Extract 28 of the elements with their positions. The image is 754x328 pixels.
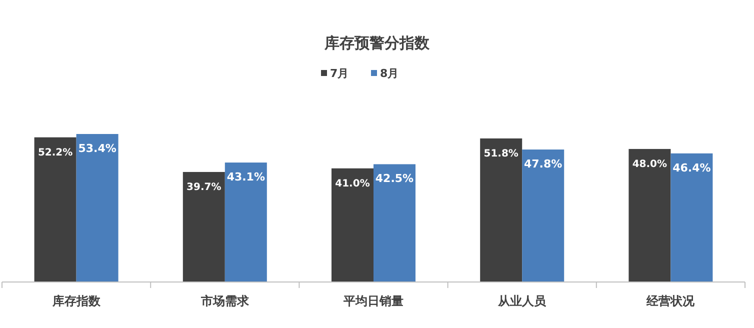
bar bbox=[374, 164, 416, 282]
x-tick-label: 市场需求 bbox=[200, 294, 250, 308]
data-label: 42.5% bbox=[375, 172, 414, 186]
data-label: 48.0% bbox=[632, 158, 668, 170]
bar bbox=[224, 162, 267, 282]
data-label: 41.0% bbox=[335, 178, 370, 190]
data-label: 47.8% bbox=[524, 158, 562, 171]
legend-label: 8月 bbox=[380, 67, 399, 80]
x-tick-label: 经营状况 bbox=[646, 294, 696, 308]
bar bbox=[34, 137, 76, 282]
chart-title: 库存预警分指数 bbox=[324, 34, 430, 52]
data-label: 53.4% bbox=[78, 142, 116, 155]
bar bbox=[182, 172, 225, 282]
x-tick-label: 库存指数 bbox=[51, 294, 102, 308]
bar bbox=[76, 134, 118, 282]
legend-label: 7月 bbox=[330, 67, 349, 80]
data-label: 51.8% bbox=[484, 148, 518, 160]
bar bbox=[522, 150, 564, 282]
bar bbox=[332, 168, 374, 282]
data-label: 39.7% bbox=[186, 182, 222, 193]
bar bbox=[480, 138, 522, 282]
data-label: 52.2% bbox=[38, 147, 73, 158]
bar bbox=[628, 148, 671, 282]
data-label: 43.1% bbox=[226, 170, 265, 184]
data-label: 46.4% bbox=[672, 161, 711, 174]
bar bbox=[670, 153, 713, 282]
x-tick-label: 从业人员 bbox=[497, 294, 548, 308]
x-tick-label: 平均日销量 bbox=[342, 294, 404, 308]
